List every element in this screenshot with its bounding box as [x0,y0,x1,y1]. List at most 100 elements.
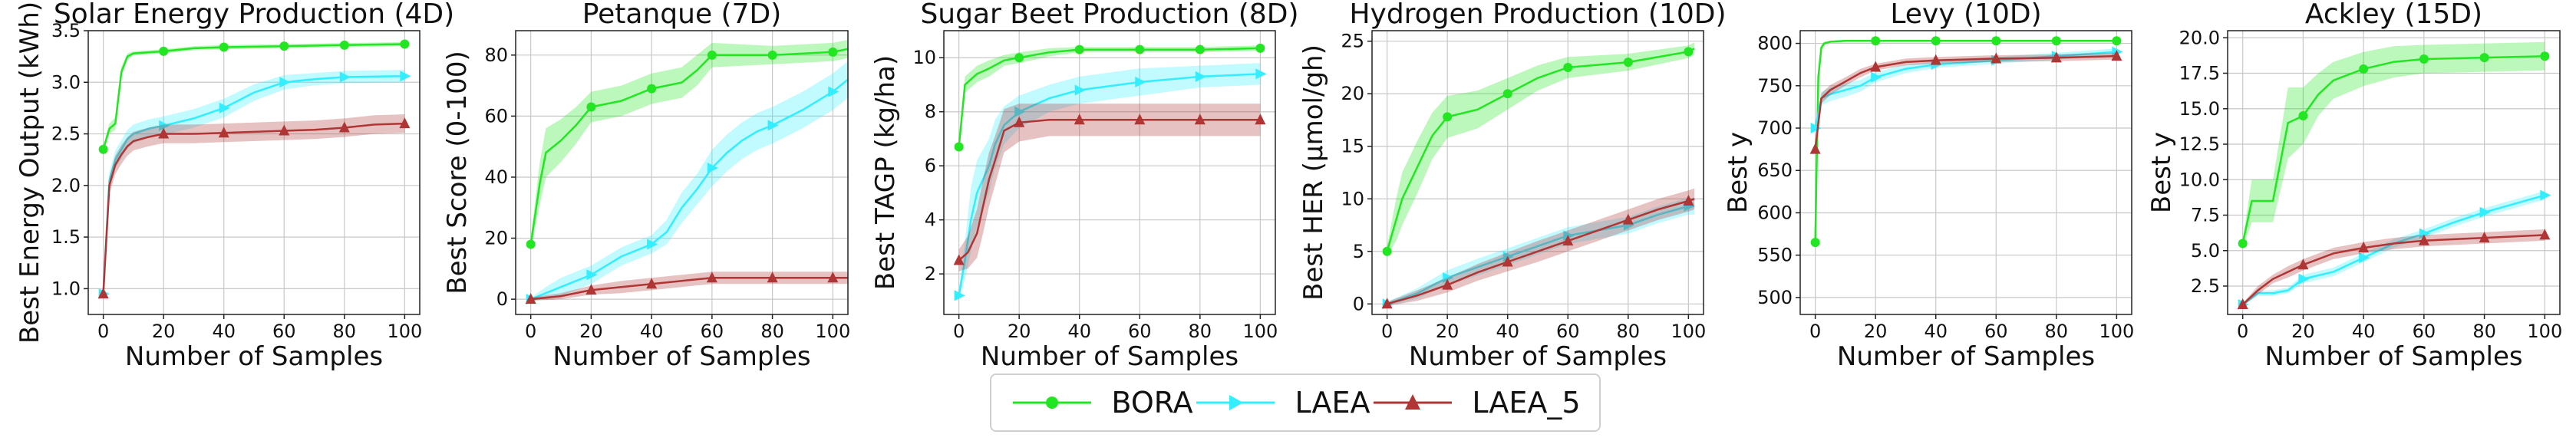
marker-bora [647,84,657,94]
y-axis-label: Best TAGP (kg/ha) [870,55,901,290]
marker-bora [1563,62,1573,72]
x-tick-label: 60 [1984,321,2008,342]
legend-item-laea: LAEA [1193,386,1370,420]
marker-bora [2479,53,2489,63]
legend-label-laea-5: LAEA_5 [1472,386,1581,420]
series-group [1809,36,2123,248]
x-tick-label: 20 [1864,321,1888,342]
x-tick-label: 40 [2352,321,2376,342]
legend-marker-laea [1196,395,1275,410]
y-tick-label: 6 [925,155,936,176]
x-tick-label: 0 [1381,321,1393,342]
marker-laea-5 [1622,213,1634,225]
x-tick-label: 60 [1556,321,1580,342]
marker-laea [1014,106,1026,117]
y-tick-label: 25 [1341,31,1364,52]
x-axis-label: Number of Samples [1837,341,2095,372]
marker-bora [219,42,229,52]
marker-laea-5 [767,272,778,283]
marker-bora [1991,36,2001,46]
y-tick-label: 2 [925,263,936,285]
marker-bora [1810,238,1820,248]
x-axis-label: Number of Samples [1409,341,1667,372]
x-tick-label: 20 [1436,321,1460,342]
y-tick-label: 0 [496,288,508,310]
y-tick-label: 10 [1341,188,1364,209]
marker-laea [954,290,965,301]
y-axis-label: Best HER (μmol/gh) [1298,44,1329,301]
marker-laea [1563,230,1575,242]
line-laea [530,78,848,301]
marker-laea-5 [827,272,839,283]
marker-laea-5 [2111,50,2122,61]
marker-laea-5 [706,272,717,283]
marker-bora [2051,36,2061,46]
y-tick-label: 20.0 [2179,27,2220,48]
y-tick-label: 700 [1757,117,1793,139]
y-tick-label: 650 [1757,160,1793,181]
marker-laea [1810,123,1822,134]
y-tick-label: 20 [1341,83,1364,104]
y-tick-label: 5.0 [2191,240,2220,262]
marker-laea [279,77,291,88]
series-group [97,39,411,300]
line-bora [1814,40,2117,243]
y-axis-label: Best Energy Output (kWh) [15,2,45,344]
marker-laea-5 [525,293,536,304]
y-tick-label: 1.0 [51,278,81,299]
marker-bora [400,39,410,49]
y-tick-label: 40 [484,166,508,188]
marker-bora [2540,51,2550,61]
x-tick-label: 80 [2472,321,2496,342]
legend-marker-bora [1013,397,1092,409]
marker-laea-5 [399,117,411,129]
marker-bora [2419,54,2429,64]
marker-bora [1443,112,1453,122]
marker-bora [2298,111,2308,120]
marker-laea [767,120,779,131]
chart-title: Petanque (7D) [582,0,782,30]
marker-laea-5 [2297,258,2309,270]
x-tick-label: 60 [272,321,296,342]
band-bora [1387,42,1695,257]
marker-laea-5 [1562,235,1574,246]
marker-laea [2359,252,2370,263]
y-tick-label: 600 [1757,202,1793,223]
marker-laea-5 [2479,232,2490,243]
x-tick-label: 60 [2413,321,2436,342]
x-tick-label: 100 [387,321,422,342]
axes-frame [87,30,421,315]
y-axis-label: Best y [2146,132,2177,213]
y-tick-label: 60 [484,105,508,127]
chart-solar-energy-production-4d: Solar Energy Production (4D) 0 20 40 60 80 100… [15,0,454,372]
marker-laea-5 [646,278,658,289]
marker-laea-5 [2237,298,2248,310]
marker-bora [1871,36,1881,46]
marker-laea-5 [953,254,965,265]
y-tick-label: 500 [1757,287,1793,308]
band-laea [530,61,848,301]
x-tick-label: 20 [1008,321,1031,342]
y-tick-label: 8 [925,101,936,123]
marker-bora [1502,89,1512,99]
chart-ackley-15d: Ackley (15D) 0 20 40 60 80 100 2.5 5.0 7.5 10.0 12.… [2146,0,2562,372]
band-laea [103,70,405,296]
axes-frame [943,30,1276,315]
band-laea-5 [103,114,405,296]
marker-bora [1135,44,1145,54]
x-tick-label: 40 [1924,321,1948,342]
marker-bora [1014,53,1024,63]
marker-laea-5 [158,127,170,139]
series-group [525,39,848,305]
marker-bora [954,142,964,152]
x-tick-label: 100 [1671,321,1706,342]
marker-laea-5 [1870,61,1882,72]
x-tick-label: 20 [152,321,176,342]
marker-laea [2479,206,2491,218]
marker-bora [586,102,596,112]
marker-laea-5 [2418,234,2429,245]
x-tick-label: 0 [97,321,109,342]
x-tick-label: 80 [333,321,357,342]
marker-bora [526,239,536,249]
